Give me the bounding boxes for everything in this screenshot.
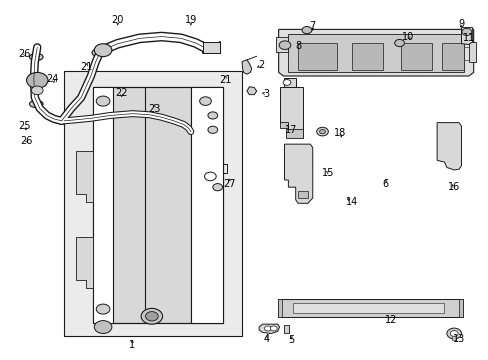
Text: 19: 19 — [184, 15, 197, 26]
Bar — [279, 122, 288, 128]
Circle shape — [319, 130, 325, 134]
Text: 22: 22 — [115, 88, 127, 98]
Text: 17: 17 — [284, 125, 296, 135]
Text: 2: 2 — [258, 60, 264, 70]
Text: 15: 15 — [322, 168, 334, 178]
Circle shape — [204, 172, 216, 181]
Circle shape — [96, 304, 110, 314]
Polygon shape — [278, 30, 473, 76]
Polygon shape — [461, 28, 472, 44]
Text: 14: 14 — [345, 197, 357, 207]
Bar — [277, 299, 462, 317]
Polygon shape — [246, 87, 256, 95]
Polygon shape — [242, 60, 251, 74]
Circle shape — [94, 44, 112, 57]
Bar — [441, 42, 463, 69]
Bar — [283, 78, 295, 87]
Circle shape — [279, 41, 290, 49]
Bar — [284, 324, 289, 333]
Text: 24: 24 — [46, 74, 59, 84]
Ellipse shape — [29, 53, 43, 60]
Ellipse shape — [185, 127, 196, 136]
Circle shape — [145, 312, 158, 321]
Bar — [458, 299, 462, 317]
Bar — [93, 87, 222, 323]
Circle shape — [94, 320, 112, 333]
Text: 16: 16 — [447, 182, 459, 192]
Circle shape — [207, 112, 217, 119]
Text: 3: 3 — [263, 89, 269, 99]
Circle shape — [461, 28, 471, 36]
Text: 10: 10 — [401, 32, 413, 41]
Text: 13: 13 — [452, 333, 464, 343]
Ellipse shape — [92, 49, 104, 57]
Polygon shape — [436, 123, 461, 170]
Text: 21: 21 — [80, 62, 92, 72]
Text: 1: 1 — [129, 340, 135, 350]
Text: 21: 21 — [218, 75, 231, 85]
Circle shape — [199, 97, 211, 105]
Text: 27: 27 — [223, 179, 236, 189]
Text: 26: 26 — [20, 136, 32, 145]
Circle shape — [264, 326, 271, 331]
Bar — [64, 71, 242, 336]
Text: 18: 18 — [333, 129, 346, 138]
Bar — [285, 129, 303, 138]
Circle shape — [212, 184, 222, 191]
Circle shape — [270, 326, 277, 331]
Bar — [297, 191, 308, 198]
Bar — [351, 42, 383, 69]
Ellipse shape — [128, 108, 137, 116]
Text: 23: 23 — [148, 104, 160, 114]
Circle shape — [449, 330, 457, 336]
Circle shape — [96, 96, 110, 106]
Text: 8: 8 — [294, 41, 301, 50]
Bar — [190, 87, 222, 323]
Text: 4: 4 — [263, 333, 269, 343]
Text: 5: 5 — [287, 334, 293, 345]
Circle shape — [302, 27, 311, 34]
Ellipse shape — [29, 100, 43, 108]
Text: 12: 12 — [384, 315, 396, 325]
Bar — [400, 42, 431, 69]
Bar — [288, 34, 463, 72]
Circle shape — [207, 126, 217, 134]
Polygon shape — [284, 144, 312, 203]
Circle shape — [26, 72, 48, 88]
Polygon shape — [76, 151, 93, 202]
Text: 20: 20 — [111, 15, 123, 26]
Bar — [298, 42, 336, 69]
Polygon shape — [259, 324, 279, 333]
Bar — [293, 303, 444, 314]
Circle shape — [283, 80, 290, 85]
Polygon shape — [279, 87, 303, 137]
Text: 9: 9 — [457, 19, 464, 29]
Circle shape — [316, 127, 328, 136]
Circle shape — [394, 40, 404, 46]
Text: 6: 6 — [382, 179, 388, 189]
Polygon shape — [76, 237, 93, 288]
Circle shape — [446, 328, 461, 339]
Text: 26: 26 — [18, 49, 30, 59]
Circle shape — [141, 309, 162, 324]
Text: 7: 7 — [309, 21, 315, 31]
Text: 11: 11 — [462, 33, 474, 43]
Bar — [277, 299, 281, 317]
Circle shape — [31, 86, 43, 95]
Bar — [451, 333, 455, 339]
Text: 25: 25 — [18, 121, 30, 131]
Bar — [276, 37, 288, 51]
Bar — [203, 42, 220, 53]
Bar — [468, 42, 475, 62]
Bar — [93, 87, 113, 323]
